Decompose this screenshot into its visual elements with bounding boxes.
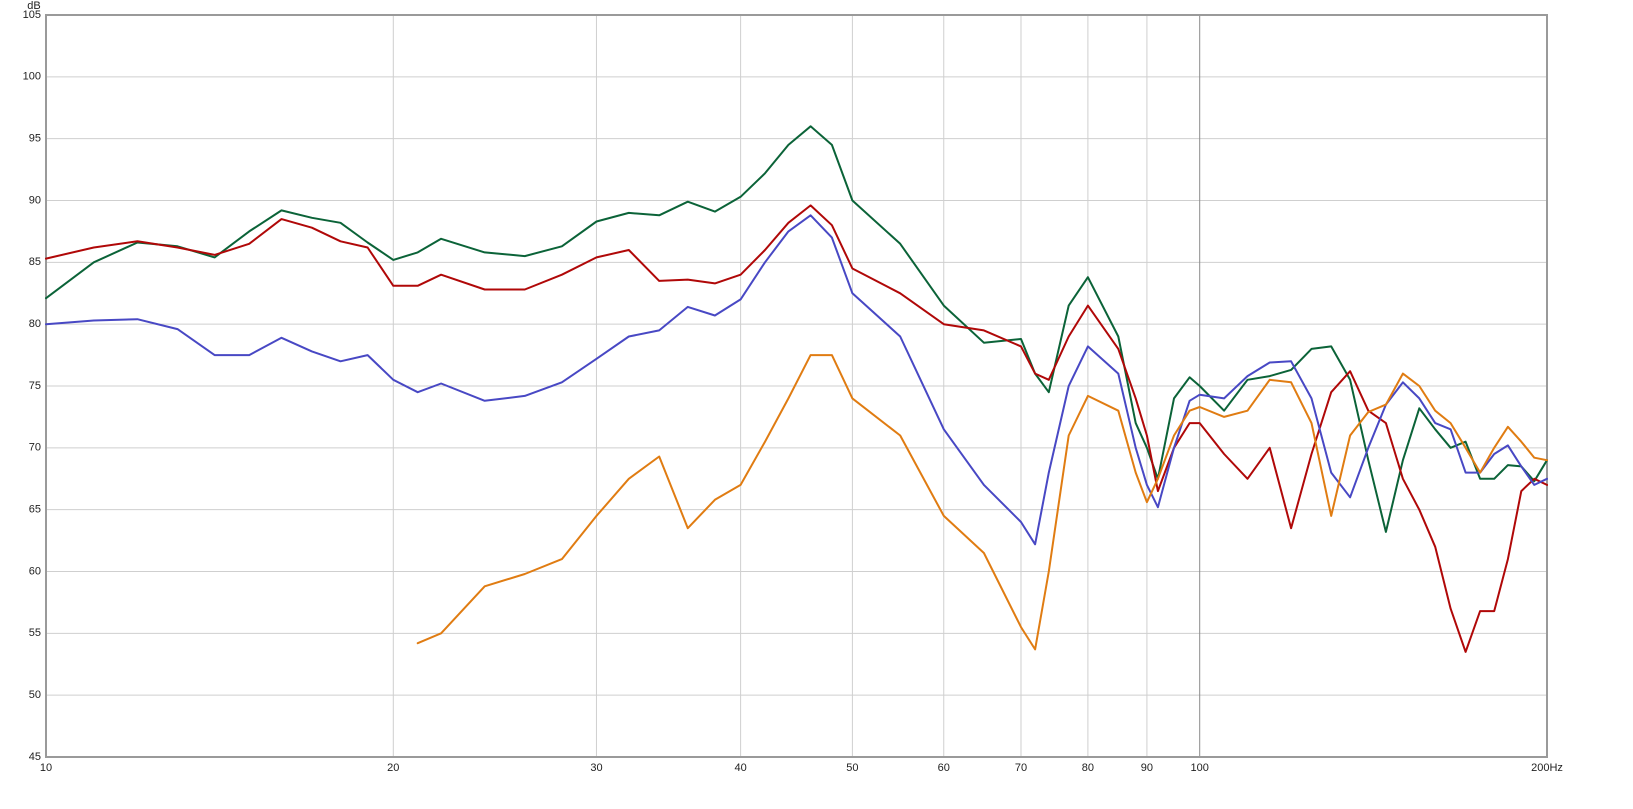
plot-frame	[45, 14, 1548, 758]
x-tick-label: 80	[1082, 762, 1094, 774]
x-tick-label: 20	[387, 762, 399, 774]
y-tick-label: 75	[29, 380, 41, 392]
y-tick-label: 90	[29, 194, 41, 206]
y-tick-label: 65	[29, 504, 41, 516]
y-tick-label: 80	[29, 318, 41, 330]
x-tick-label: 70	[1015, 762, 1027, 774]
y-axis-label: dB	[27, 0, 40, 12]
x-tick-label: 60	[938, 762, 950, 774]
x-tick-label: 30	[590, 762, 602, 774]
y-tick-label: 70	[29, 442, 41, 454]
y-tick-label: 95	[29, 133, 41, 145]
x-tick-label: 10	[40, 762, 52, 774]
x-tick-label: 90	[1141, 762, 1153, 774]
y-tick-label: 55	[29, 627, 41, 639]
x-tick-label: 100	[1191, 762, 1209, 774]
response-curve	[45, 214, 1548, 546]
y-tick-label: 100	[23, 71, 41, 83]
y-tick-label: 105	[23, 9, 41, 21]
response-curve	[416, 354, 1548, 651]
y-tick-label: 85	[29, 256, 41, 268]
x-tick-label: 200Hz	[1531, 762, 1563, 774]
y-tick-label: 60	[29, 565, 41, 577]
y-tick-label: 45	[29, 751, 41, 763]
response-curve	[45, 204, 1548, 653]
x-tick-label: 50	[846, 762, 858, 774]
y-tick-label: 50	[29, 689, 41, 701]
x-tick-label: 40	[734, 762, 746, 774]
